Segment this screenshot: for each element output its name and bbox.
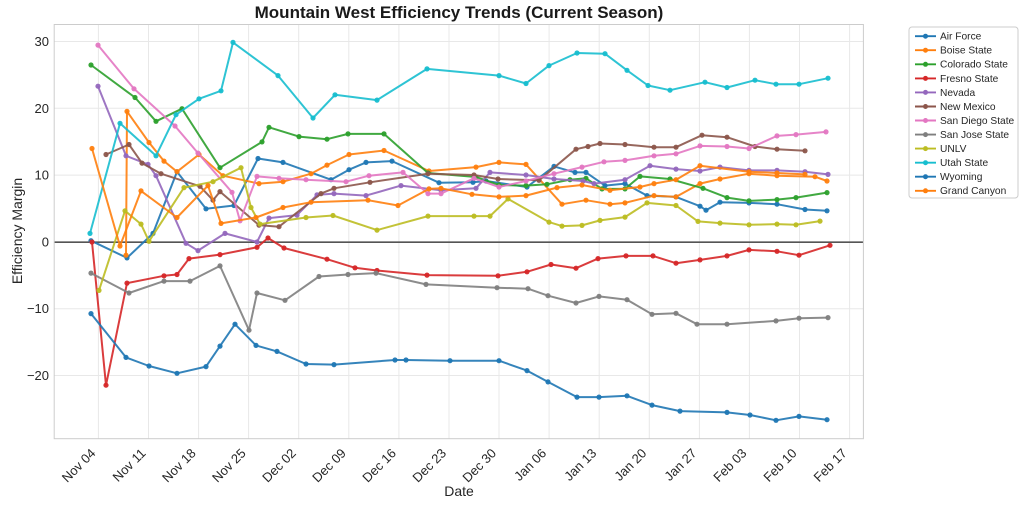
svg-text:Mountain West Efficiency Trend: Mountain West Efficiency Trends (Current… — [255, 3, 664, 22]
svg-text:−20: −20 — [27, 368, 49, 383]
svg-text:UNLV: UNLV — [940, 144, 967, 155]
svg-text:Boise State: Boise State — [940, 46, 992, 57]
svg-text:San Jose State: San Jose State — [940, 130, 1009, 141]
svg-text:Colorado State: Colorado State — [940, 60, 1008, 71]
svg-text:New Mexico: New Mexico — [940, 102, 996, 113]
svg-text:Grand Canyon: Grand Canyon — [940, 186, 1006, 197]
svg-text:Wyoming: Wyoming — [940, 172, 983, 183]
svg-text:Efficiency Margin: Efficiency Margin — [9, 178, 25, 284]
svg-text:20: 20 — [35, 101, 49, 116]
svg-text:Utah State: Utah State — [940, 158, 988, 169]
svg-text:10: 10 — [35, 168, 49, 183]
svg-text:30: 30 — [35, 34, 49, 49]
svg-text:Date: Date — [444, 483, 474, 499]
svg-text:−10: −10 — [27, 301, 49, 316]
svg-text:San Diego State: San Diego State — [940, 116, 1015, 127]
svg-text:Air Force: Air Force — [940, 32, 982, 43]
svg-text:Fresno State: Fresno State — [940, 74, 999, 85]
svg-text:Nevada: Nevada — [940, 88, 975, 99]
svg-text:0: 0 — [42, 234, 49, 249]
